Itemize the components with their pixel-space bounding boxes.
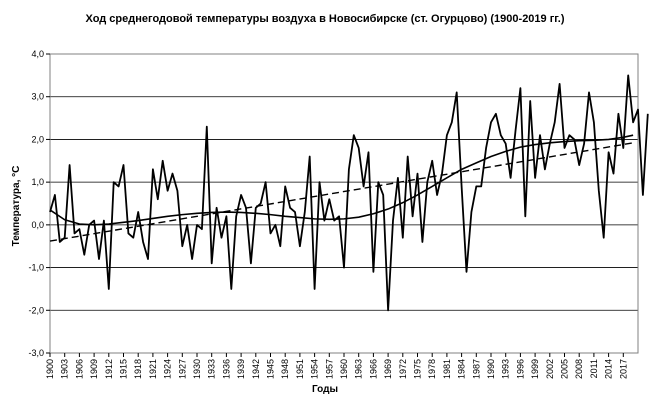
x-tick-label: 2017	[618, 359, 628, 379]
x-tick-label: 1951	[295, 359, 305, 379]
x-tick-label: 1963	[354, 359, 364, 379]
x-tick-label: 1936	[221, 359, 231, 379]
y-tick-label: 0,0	[31, 220, 44, 230]
x-tick-label: 1999	[530, 359, 540, 379]
x-tick-label: 1990	[486, 359, 496, 379]
x-tick-label: 1984	[457, 359, 467, 379]
x-axis-label: Годы	[312, 384, 338, 395]
x-tick-label: 1966	[368, 359, 378, 379]
gridlines	[50, 53, 638, 354]
y-axis-ticks: -3,0 -2,0 -1,0 0,0 1,0 2,0 3,0 4,0	[28, 49, 50, 358]
x-tick-label: 1957	[324, 359, 334, 379]
x-tick-label: 1903	[60, 359, 70, 379]
chart-title: Ход среднегодовой температуры воздуха в …	[86, 13, 565, 25]
x-tick-label: 1924	[163, 359, 173, 379]
x-axis-ticks: 1900 1903 1906 1909 1912 1915 1918 1921 1924 1927…	[45, 353, 628, 379]
plot-area-frame	[49, 53, 639, 354]
x-tick-label: 1981	[442, 359, 452, 379]
x-tick-label: 2014	[604, 359, 614, 379]
series-group	[49, 74, 649, 312]
y-tick-label: 4,0	[31, 49, 44, 59]
y-axis-label: Температура, °С	[11, 166, 22, 247]
x-tick-label: 2008	[574, 359, 584, 379]
y-tick-label: 1,0	[31, 177, 44, 187]
x-tick-label: 1978	[427, 359, 437, 379]
x-tick-label: 1987	[471, 359, 481, 379]
x-tick-label: 1933	[207, 359, 217, 379]
y-tick-label: -2,0	[28, 305, 44, 315]
annual-temperature-line	[49, 74, 649, 312]
x-tick-label: 1918	[133, 359, 143, 379]
x-tick-label: 1960	[339, 359, 349, 379]
x-tick-label: 1993	[501, 359, 511, 379]
x-tick-label: 1906	[74, 359, 84, 379]
x-tick-label: 1927	[177, 359, 187, 379]
linear-trend-line	[49, 142, 634, 242]
x-tick-label: 2002	[545, 359, 555, 379]
x-tick-label: 1972	[398, 359, 408, 379]
x-tick-label: 1915	[119, 359, 129, 379]
x-tick-label: 1912	[104, 359, 114, 379]
x-tick-label: 1939	[236, 359, 246, 379]
y-tick-label: -3,0	[28, 348, 44, 358]
y-tick-label: 3,0	[31, 92, 44, 102]
smoothed-trend-line	[49, 134, 634, 226]
x-tick-label: 1954	[310, 359, 320, 379]
x-tick-label: 1900	[45, 359, 55, 379]
x-tick-label: 1975	[413, 359, 423, 379]
x-tick-label: 2005	[560, 359, 570, 379]
x-tick-label: 1930	[192, 359, 202, 379]
x-tick-label: 2011	[589, 359, 599, 378]
x-tick-label: 1909	[89, 359, 99, 379]
y-tick-label: 2,0	[31, 134, 44, 144]
x-tick-label: 1942	[251, 359, 261, 379]
x-tick-label: 1948	[280, 359, 290, 379]
y-tick-label: -1,0	[28, 263, 44, 273]
x-tick-label: 1996	[515, 359, 525, 379]
x-tick-label: 1945	[266, 359, 276, 379]
x-tick-label: 1969	[383, 359, 393, 379]
x-tick-label: 1921	[148, 359, 158, 379]
